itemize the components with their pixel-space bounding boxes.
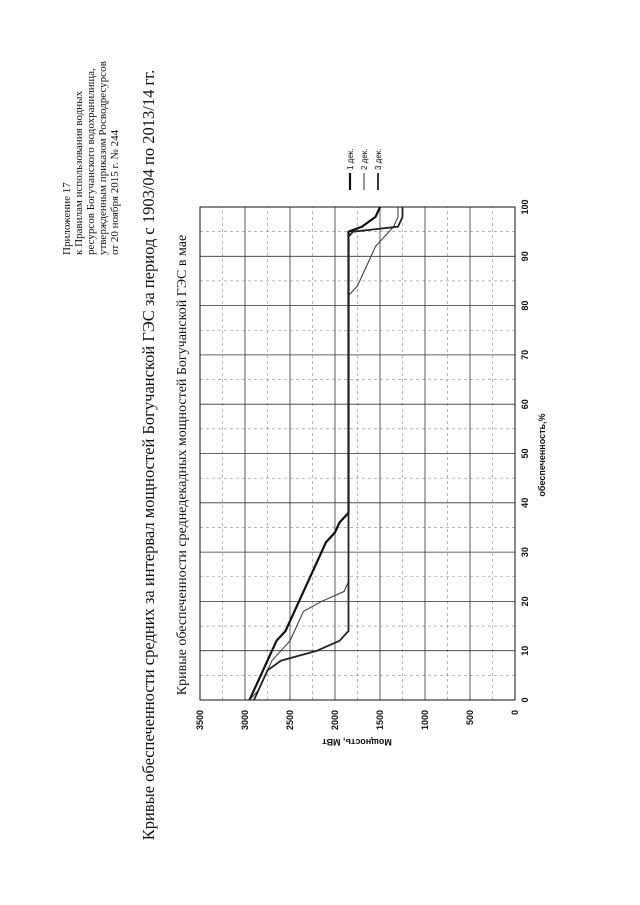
- x-tick-label: 0: [520, 697, 530, 702]
- y-tick-label: 3500: [195, 710, 205, 730]
- chart-subtitle: Кривые обеспеченности среднедекадных мощ…: [175, 235, 190, 695]
- chart-title: Кривые обеспеченности средних за интерва…: [139, 70, 158, 841]
- y-tick-label: 3000: [240, 710, 250, 730]
- x-tick-label: 20: [520, 596, 530, 606]
- x-tick-label: 40: [520, 498, 530, 508]
- y-tick-label: 0: [510, 710, 520, 715]
- x-tick-label: 80: [520, 301, 530, 311]
- legend-label: 2 дек.: [360, 148, 369, 170]
- header-line: ресурсов Богучанского водохранилища,: [85, 68, 97, 255]
- header-line: Приложение 17: [61, 182, 73, 255]
- x-axis-label: обеспеченность,%: [537, 413, 547, 496]
- x-tick-label: 70: [520, 350, 530, 360]
- y-tick-label: 2500: [285, 710, 295, 730]
- x-tick-label: 10: [520, 646, 530, 656]
- x-tick-label: 30: [520, 547, 530, 557]
- plot-frame: [199, 206, 516, 701]
- y-axis-label: Мощность, МВт: [322, 737, 392, 747]
- legend-label: 3 дек.: [374, 148, 383, 170]
- x-tick-label: 60: [520, 399, 530, 409]
- x-tick-label: 90: [520, 251, 530, 261]
- y-tick-label: 1500: [375, 710, 385, 730]
- x-tick-label: 50: [520, 448, 530, 458]
- y-tick-label: 500: [465, 710, 475, 725]
- data-line: [253, 207, 404, 701]
- legend-label: 1 дек.: [346, 148, 355, 170]
- header-line: от 20 ноября 2015 г. № 244: [109, 129, 121, 255]
- y-tick-label: 2000: [330, 710, 340, 730]
- header-line: утвержденным приказом Росводресурсов: [97, 61, 109, 255]
- y-tick-label: 1000: [420, 710, 430, 730]
- x-tick-label: 100: [520, 199, 530, 214]
- header-line: к Правилам использования водных: [73, 90, 85, 255]
